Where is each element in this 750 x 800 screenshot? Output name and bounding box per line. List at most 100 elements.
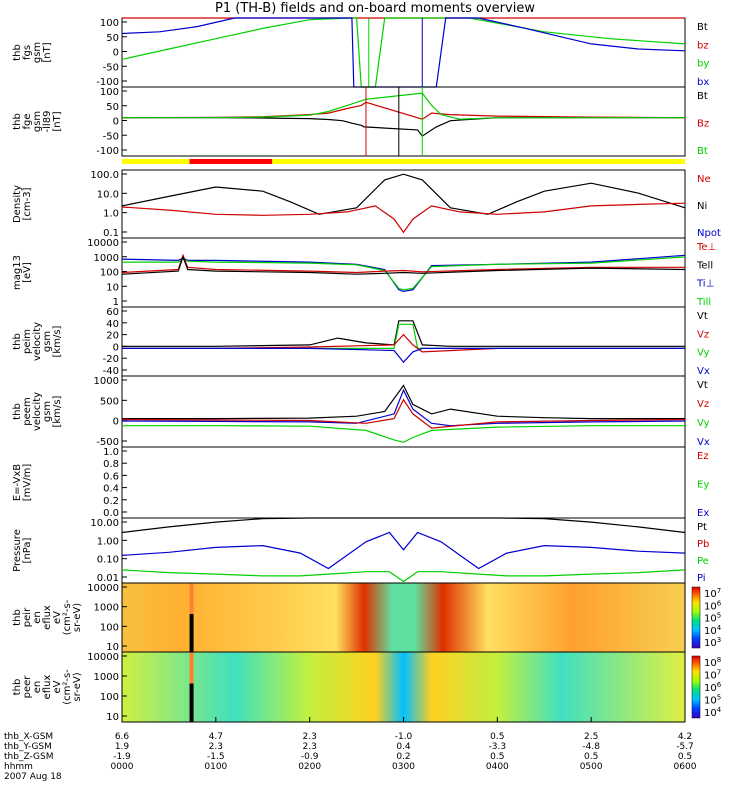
xaxis-row-label: thb_Y-GSM bbox=[4, 742, 52, 752]
pressure-ytick-label: 0.10 bbox=[97, 555, 119, 566]
peer-ylabel-line: en bbox=[32, 681, 43, 694]
vel2-series-Vx bbox=[121, 388, 686, 427]
density-ytick-label: 10.0 bbox=[97, 189, 119, 200]
vel2-legend-Vt: Vt bbox=[697, 380, 708, 391]
efield-frame bbox=[121, 446, 686, 519]
xaxis-value: 0.5 bbox=[490, 752, 504, 762]
peir-ylabel-line: en bbox=[32, 611, 43, 624]
peer-ylabel-line: peer bbox=[22, 675, 33, 699]
temp-ylabel-line: mag13 bbox=[12, 255, 23, 290]
peer-cbar-exp: 5 bbox=[717, 694, 721, 702]
vel1-series-Vz bbox=[122, 333, 685, 353]
peir-ylabel-line: thb bbox=[12, 609, 23, 626]
xaxis-value: 2.3 bbox=[209, 742, 223, 752]
xaxis-value: 0.5 bbox=[584, 752, 598, 762]
peir-ylabel-line: (cm²-s- bbox=[62, 599, 73, 635]
peer-cbar-tick: 104 bbox=[704, 706, 722, 719]
fge-ylabel-line: [nT] bbox=[52, 111, 63, 131]
peer-ylabel-line: eflux bbox=[42, 675, 53, 700]
pressure-ylabel-line: [nPa] bbox=[22, 537, 33, 563]
efield-legend-Ez: Ez bbox=[697, 451, 709, 462]
xaxis-date: 2007 Aug 18 bbox=[4, 772, 62, 782]
peir-ytick-label: 100 bbox=[100, 622, 119, 633]
xaxis-row-label: thb_Z-GSM bbox=[4, 752, 53, 762]
fgs-ytick-label: -100 bbox=[96, 77, 119, 88]
fge-ylabel-line: fge bbox=[22, 113, 33, 129]
density-legend-Npot: Npot bbox=[697, 228, 721, 239]
peer-spectrogram bbox=[122, 652, 685, 722]
fgs-ytick-label: 0 bbox=[113, 48, 119, 59]
xaxis-value: 0600 bbox=[674, 762, 697, 772]
vel1-legend-Vt: Vt bbox=[697, 311, 708, 322]
vel1-ylabel-line: peim bbox=[22, 329, 33, 354]
temp-legend-Te⊥: Te⊥ bbox=[696, 242, 716, 253]
fgs-series-bx bbox=[121, 17, 686, 88]
fge-ylabel-line: gsm bbox=[32, 111, 43, 132]
fgs-ylabel-line: fgs bbox=[22, 45, 33, 60]
vel1-ytick-label: 40 bbox=[106, 319, 119, 330]
peer-ylabel-line: thb bbox=[12, 679, 23, 696]
fgs-legend-Bt: Bt bbox=[697, 22, 708, 33]
xaxis-value: -1.5 bbox=[207, 752, 225, 762]
density-ytick-label: 0.1 bbox=[103, 228, 119, 239]
vel2-ylabel-line: gsm bbox=[42, 401, 53, 422]
efield-ytick-label: 0.6 bbox=[103, 471, 119, 482]
peir-cbar-exp: 5 bbox=[717, 612, 721, 620]
efield-ytick-label: 0.0 bbox=[103, 508, 119, 519]
xaxis-value: 0.2 bbox=[396, 752, 410, 762]
fge-series-black bbox=[122, 117, 685, 137]
density-frame bbox=[121, 169, 686, 239]
temp-legend-Ti⊥: Ti⊥ bbox=[696, 279, 714, 290]
fge-ytick-label: -100 bbox=[96, 146, 119, 157]
peir-ylabel-line: eflux bbox=[42, 605, 53, 630]
vel1-ylabel-line: gsm bbox=[42, 331, 53, 352]
fgs-legend-bz: bz bbox=[697, 40, 709, 51]
peir-ylabel-line: peir bbox=[22, 607, 33, 627]
vel1-frame bbox=[121, 306, 686, 377]
temp-series-Tell bbox=[121, 255, 686, 275]
xaxis-value: 0300 bbox=[392, 762, 415, 772]
fge-ytick-label: 0 bbox=[113, 117, 119, 128]
vel2-series-Vy bbox=[122, 425, 685, 443]
density-legend-Ni: Ni bbox=[697, 201, 707, 212]
peir-colorbar bbox=[691, 586, 701, 649]
peir-cbar-exp: 7 bbox=[717, 587, 721, 595]
efield-ylabel-line: E=-VxB bbox=[12, 464, 23, 501]
vel1-legend-Vx: Vx bbox=[697, 366, 710, 377]
peer-ytick-label: 10000 bbox=[87, 652, 119, 663]
fge-series-green bbox=[122, 92, 685, 120]
peer-colorbar bbox=[691, 655, 701, 719]
fge-ylabel-line: thb bbox=[12, 113, 23, 130]
peir-cbar-exp: 6 bbox=[717, 599, 722, 607]
peir-ytick-label: 10 bbox=[106, 642, 119, 653]
xaxis-value: 2.3 bbox=[303, 742, 317, 752]
temp-legend-Tell: Tell bbox=[696, 260, 713, 271]
temp-ytick-label: 1 bbox=[113, 297, 119, 308]
temp-ytick-label: 1000 bbox=[94, 253, 119, 264]
fge-legend-Bt: Bt bbox=[697, 91, 708, 102]
peer-ytick-label: 10 bbox=[106, 712, 119, 723]
fge-legend-Bt: Bt bbox=[697, 146, 708, 157]
pressure-series-Pt bbox=[121, 517, 686, 534]
vel2-series-Vz bbox=[121, 398, 686, 429]
xaxis-value: 6.6 bbox=[115, 732, 130, 742]
vel1-ytick-label: 0 bbox=[113, 342, 119, 353]
peer-cbar-tick: 105 bbox=[704, 694, 721, 707]
pressure-legend-Pi: Pi bbox=[697, 573, 706, 584]
vel2-ytick-label: -500 bbox=[96, 437, 119, 448]
fge-series-red bbox=[121, 101, 686, 120]
vel1-legend-Vy: Vy bbox=[697, 348, 710, 359]
fgs-legend-by: by bbox=[697, 59, 709, 70]
pressure-ytick-label: 10.00 bbox=[90, 518, 119, 529]
vel1-ylabel-line: velocity bbox=[32, 322, 43, 361]
mode-bar-survey bbox=[122, 159, 685, 164]
density-series-Ni bbox=[121, 173, 686, 215]
vel1-series-Vt bbox=[122, 320, 685, 347]
peer-gap-top bbox=[189, 652, 194, 684]
peer-ylabel-line: sr-eV) bbox=[72, 672, 83, 701]
peir-ytick-label: 10000 bbox=[87, 583, 119, 594]
xaxis-value: -4.8 bbox=[582, 742, 600, 752]
xaxis-value: 0500 bbox=[580, 762, 603, 772]
